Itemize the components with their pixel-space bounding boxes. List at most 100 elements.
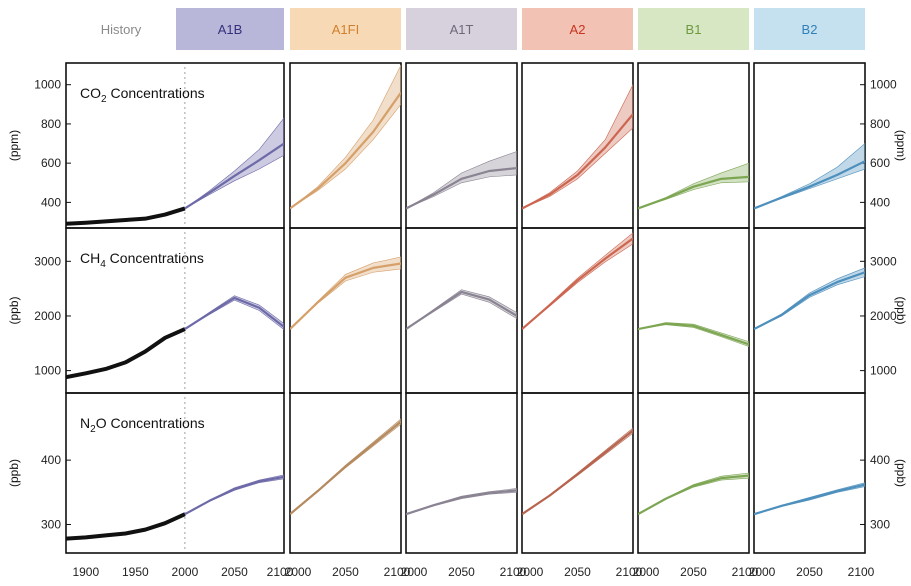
scenario-header-a1fi: A1FI (332, 22, 359, 37)
x-tick-label: 2100 (848, 565, 875, 579)
x-tick-label: 1900 (72, 565, 99, 579)
y-tick-label-right: 2000 (870, 309, 897, 323)
x-tick-label: 2100 (500, 565, 527, 579)
a2-series-line (522, 113, 633, 210)
a1b-history-panel-series-line (184, 142, 284, 210)
x-tick-label: 2100 (384, 565, 411, 579)
panel-title: CO2 Concentrations (80, 85, 205, 105)
y-tick-label: 400 (41, 453, 61, 467)
a2-series-line (522, 429, 633, 516)
scenario-panel-frame (753, 227, 866, 394)
scenario-header-history-background (66, 8, 176, 50)
a2-uncertainty-band (522, 427, 633, 515)
a2-uncertainty-band (522, 84, 633, 209)
y-tick-label-right: 400 (870, 195, 890, 209)
panel-title-part: N (80, 415, 90, 431)
panel-title-part: CO (80, 85, 101, 101)
x-tick-label: 2000 (285, 565, 312, 579)
scenario-panel-frame (405, 62, 518, 229)
b2-series-line (754, 271, 865, 331)
b1-uncertainty-band (638, 472, 749, 515)
a1t-uncertainty-band (406, 289, 517, 330)
scenario-panel-frame (753, 392, 866, 554)
scenario-header-b2-background (754, 8, 865, 50)
y-tick-label-right: 300 (870, 517, 890, 531)
x-tick-label: 2100 (267, 565, 294, 579)
a1fi-uncertainty-band (290, 64, 401, 209)
a1b-history-panel-uncertainty-band (184, 474, 284, 515)
scenario-header-a1t: A1T (450, 22, 474, 37)
x-tick-label: 2050 (796, 565, 823, 579)
a1fi-uncertainty-band (290, 256, 401, 330)
a2-series-line (522, 237, 633, 330)
panel-title-subscript: 2 (90, 424, 96, 435)
y-axis-unit-right: (ppb) (894, 459, 908, 487)
y-tick-label: 400 (41, 195, 61, 209)
scenario-header-b1-background (638, 8, 749, 50)
x-tick-label: 2050 (221, 565, 248, 579)
x-tick-label: 2000 (749, 565, 776, 579)
a1t-series-line (406, 290, 517, 330)
a1fi-series-line (290, 262, 401, 330)
a1b-history-panel-series-line (184, 475, 284, 516)
panel-title: N2O Concentrations (80, 415, 205, 435)
scenario-panel-frame (289, 392, 402, 554)
y-tick-label-right: 600 (870, 156, 890, 170)
a1b-history-panel-uncertainty-band (184, 117, 284, 209)
panel-title-part: CH (80, 250, 100, 266)
y-axis-unit-left: (ppb) (7, 459, 21, 487)
x-tick-label: 2000 (517, 565, 544, 579)
y-axis-unit-right: (ppb) (894, 296, 908, 324)
y-tick-label: 2000 (34, 309, 61, 323)
y-tick-label: 3000 (34, 254, 61, 268)
scenario-header-history: History (101, 22, 142, 37)
history-series-line (66, 206, 186, 226)
a1b-history-panel-uncertainty-band (184, 295, 284, 331)
b1-series-line (638, 474, 749, 516)
y-tick-label: 1000 (34, 364, 61, 378)
panel-title-part: Concentrations (106, 250, 204, 266)
scenario-header-b2: B2 (802, 22, 818, 37)
scenario-header-a1fi-background (290, 8, 401, 50)
history-series-line (66, 512, 186, 541)
scenario-panel-frame (405, 227, 518, 394)
y-tick-label-right: 1000 (870, 364, 897, 378)
scenario-header-a1b-background (176, 8, 284, 50)
scenario-panel-frame (753, 62, 866, 229)
scenario-header-a2: A2 (570, 22, 586, 37)
a1fi-series-line (290, 91, 401, 210)
panel-title: CH4 Concentrations (80, 250, 204, 270)
x-tick-label: 2000 (401, 565, 428, 579)
history-panel-frame (65, 392, 285, 554)
y-tick-label: 600 (41, 156, 61, 170)
y-axis-unit-left: (ppb) (7, 296, 21, 324)
x-tick-label: 2100 (616, 565, 643, 579)
x-tick-label: 2000 (172, 565, 199, 579)
panel-title-subscript: 2 (101, 94, 107, 105)
a1t-series-line (406, 166, 517, 210)
b1-series-line (638, 175, 749, 210)
b1-uncertainty-band (638, 322, 749, 347)
b2-series-line (754, 160, 865, 210)
x-tick-label: 2050 (332, 565, 359, 579)
y-axis-unit-left: (ppm) (7, 130, 21, 161)
y-tick-label: 300 (41, 517, 61, 531)
y-tick-label-right: 400 (870, 453, 890, 467)
x-tick-label: 2050 (564, 565, 591, 579)
y-tick-label-right: 1000 (870, 78, 897, 92)
x-tick-label: 2050 (680, 565, 707, 579)
scenario-header-b1: B1 (686, 22, 702, 37)
history-series-line (66, 327, 186, 380)
a1b-history-panel-series-line (184, 296, 284, 331)
scenario-header-a2-background (522, 8, 633, 50)
a1fi-series-line (290, 420, 401, 516)
scenario-panel-frame (637, 392, 750, 554)
scenario-panel-frame (289, 227, 402, 394)
a1t-series-line (406, 489, 517, 516)
y-tick-label-right: 3000 (870, 254, 897, 268)
scenario-panel-frame (637, 227, 750, 394)
x-tick-label: 2000 (633, 565, 660, 579)
y-axis-unit-right: (ppm) (894, 130, 908, 161)
scenario-panel-frame (289, 62, 402, 229)
